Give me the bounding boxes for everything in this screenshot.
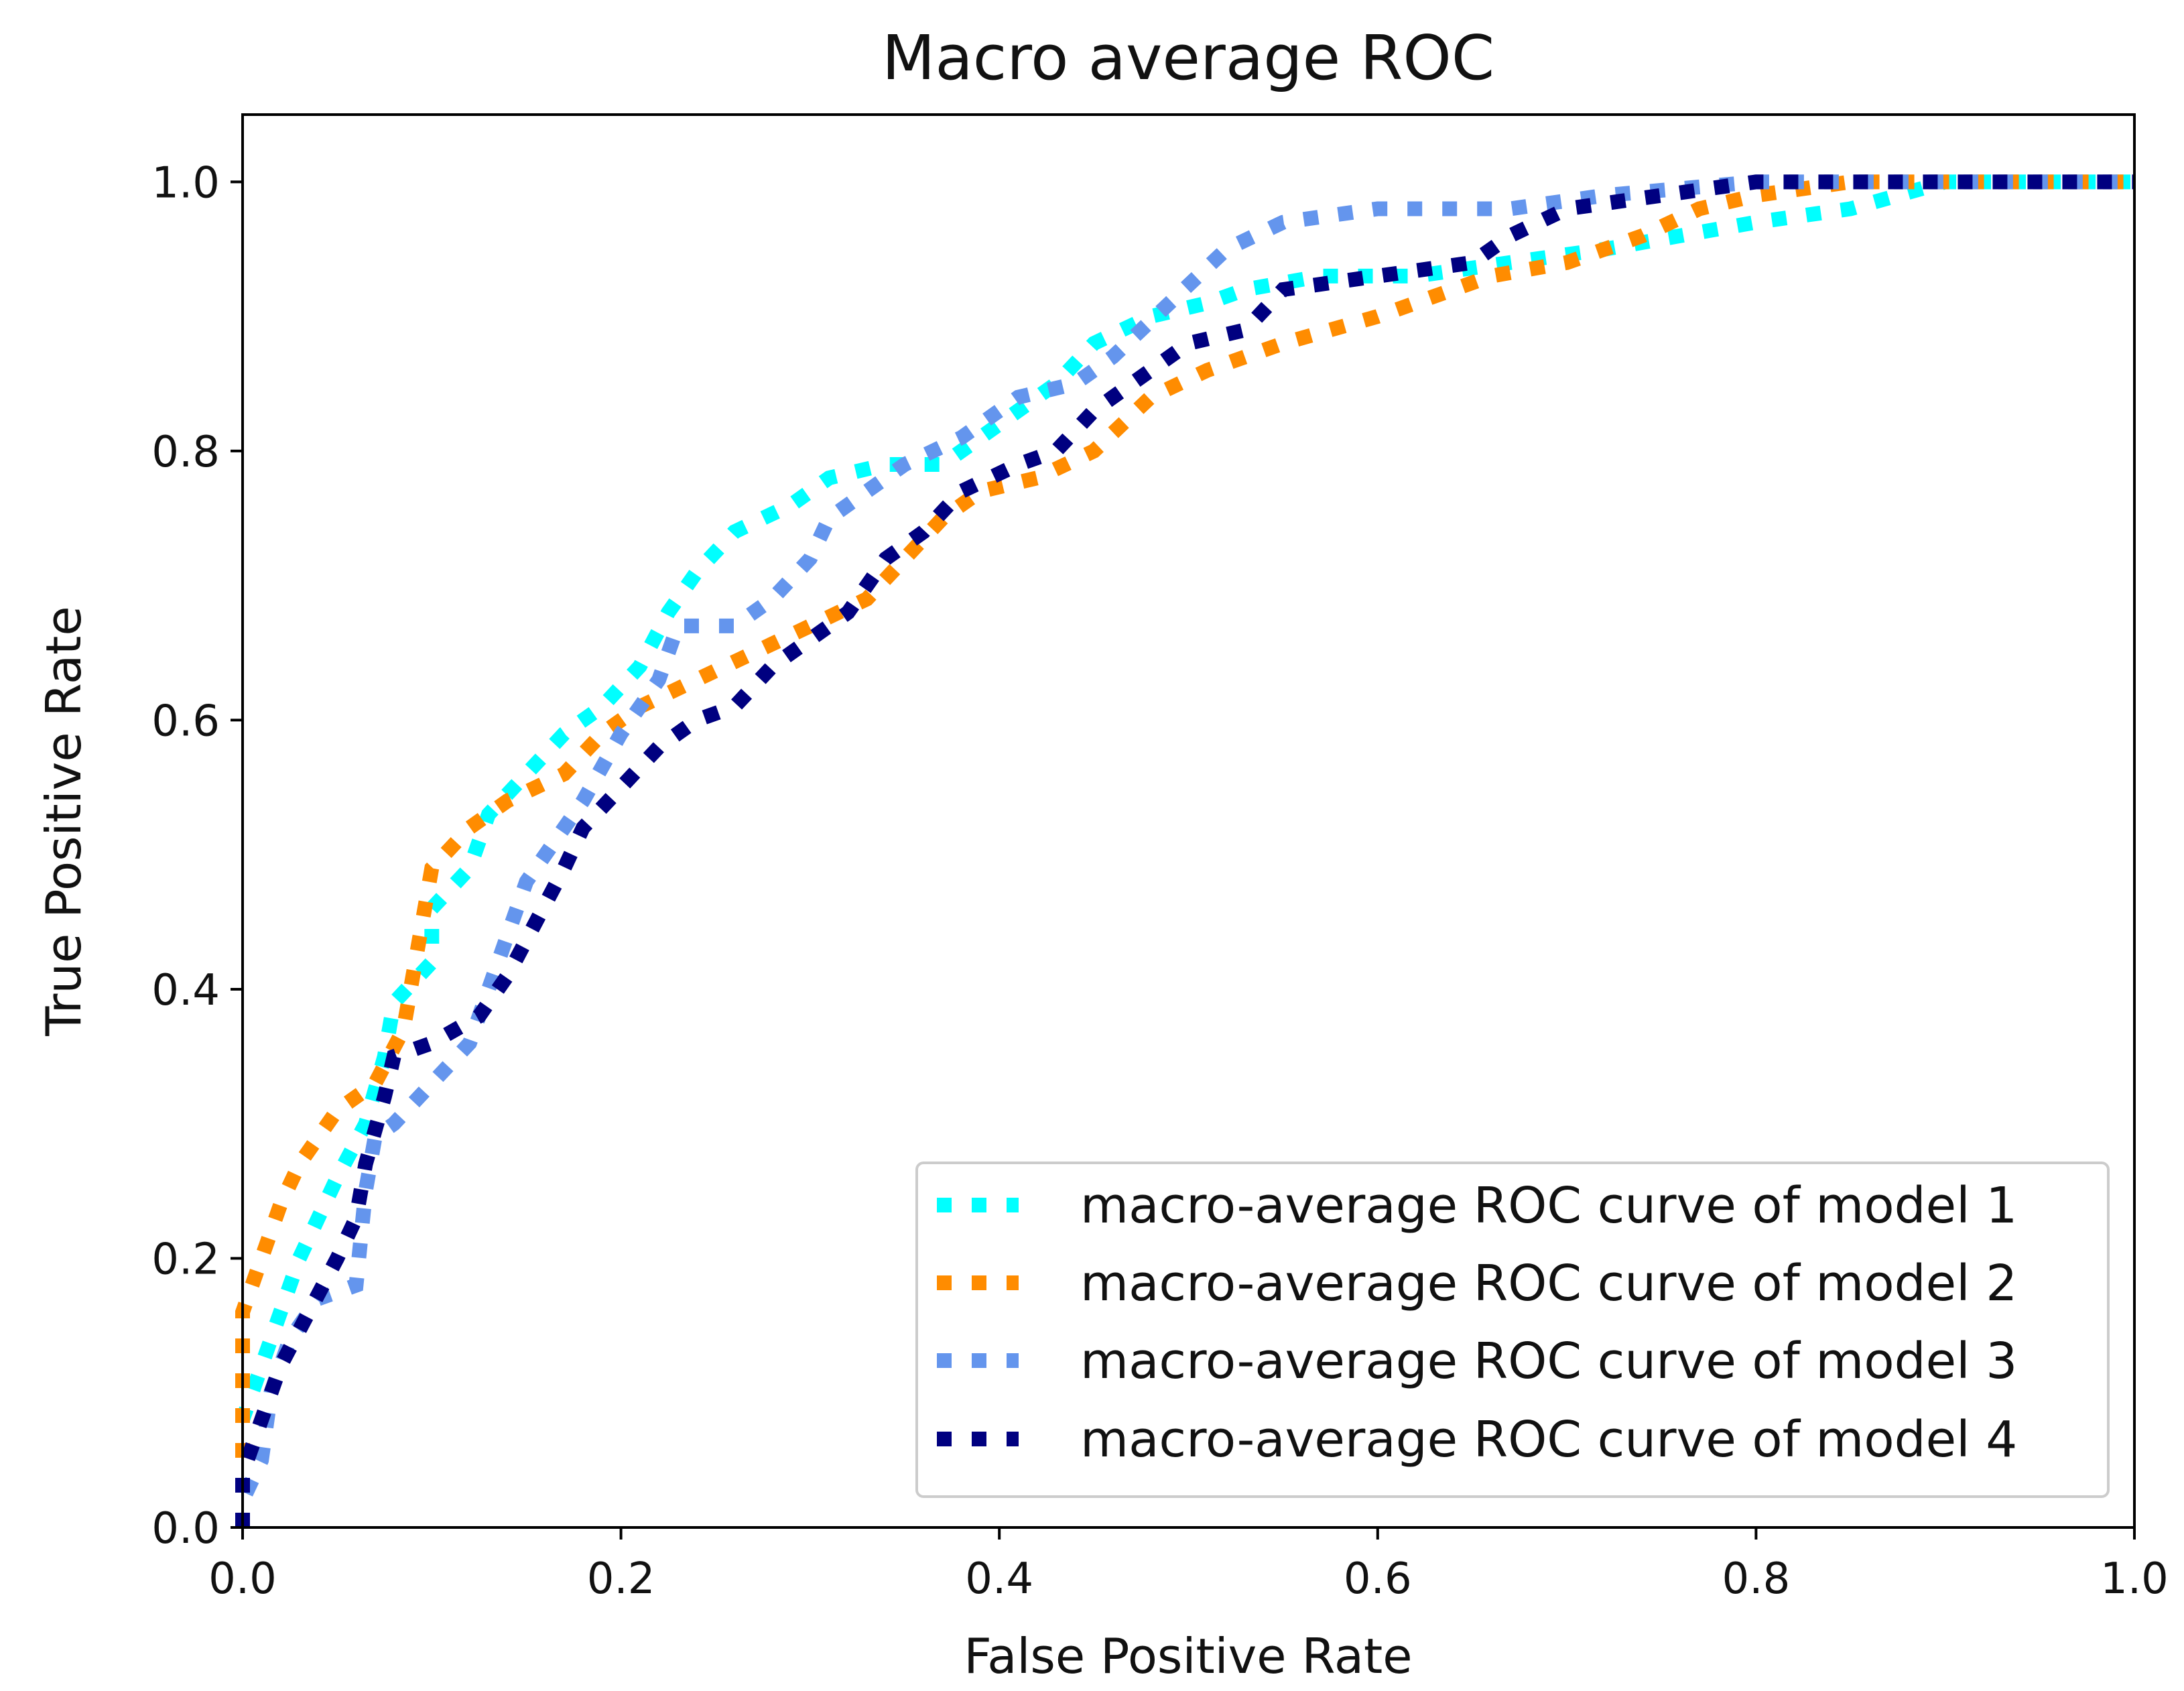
x-tick-label-4: 0.8 bbox=[1722, 1554, 1791, 1604]
legend-label-3: macro-average ROC curve of model 3 bbox=[1080, 1332, 2017, 1390]
plot-frame bbox=[241, 113, 2136, 1529]
legend-label-2: macro-average ROC curve of model 2 bbox=[1080, 1255, 2017, 1312]
y-tick-label-5: 1.0 bbox=[151, 158, 220, 208]
y-tick-label-4: 0.8 bbox=[151, 428, 220, 477]
series-layer bbox=[235, 174, 2134, 1527]
y-axis-label: True Positive Rate bbox=[36, 606, 92, 1036]
legend: macro-average ROC curve of model 1 macro-… bbox=[915, 1162, 2110, 1498]
legend-item-2: macro-average ROC curve of model 2 bbox=[937, 1255, 2017, 1312]
x-tick-label-3: 0.6 bbox=[1344, 1554, 1412, 1604]
x-tick-label-1: 0.2 bbox=[587, 1554, 655, 1604]
y-tick-label-0: 0.0 bbox=[151, 1504, 220, 1554]
x-tick-label-0: 0.0 bbox=[208, 1554, 277, 1604]
roc-series-4 bbox=[235, 174, 2134, 1527]
legend-item-4: macro-average ROC curve of model 4 bbox=[937, 1411, 2017, 1468]
legend-label-1: macro-average ROC curve of model 1 bbox=[1080, 1177, 2017, 1235]
legend-label-4: macro-average ROC curve of model 4 bbox=[1080, 1411, 2017, 1468]
ticks-layer: 0.0 0.2 0.4 0.6 0.8 1.0 0.0 0.2 0.4 0.6 0.8 1.0 bbox=[151, 158, 2169, 1604]
x-tick-label-2: 0.4 bbox=[965, 1554, 1033, 1604]
roc-series-2 bbox=[235, 174, 2134, 1527]
y-tick-label-1: 0.2 bbox=[151, 1235, 220, 1284]
chart-title: Macro average ROC bbox=[882, 22, 1494, 94]
legend-item-1: macro-average ROC curve of model 1 bbox=[937, 1177, 2017, 1235]
legend-item-3: macro-average ROC curve of model 3 bbox=[937, 1332, 2017, 1390]
legend-box bbox=[915, 1162, 2110, 1498]
x-axis-label: False Positive Rate bbox=[964, 1628, 1412, 1684]
y-tick-label-2: 0.4 bbox=[151, 966, 220, 1015]
x-tick-label-5: 1.0 bbox=[2100, 1554, 2169, 1604]
roc-series-3 bbox=[235, 174, 2134, 1527]
y-tick-label-3: 0.6 bbox=[151, 696, 220, 746]
legend-items: macro-average ROC curve of model 1 macro-… bbox=[937, 1177, 2017, 1468]
